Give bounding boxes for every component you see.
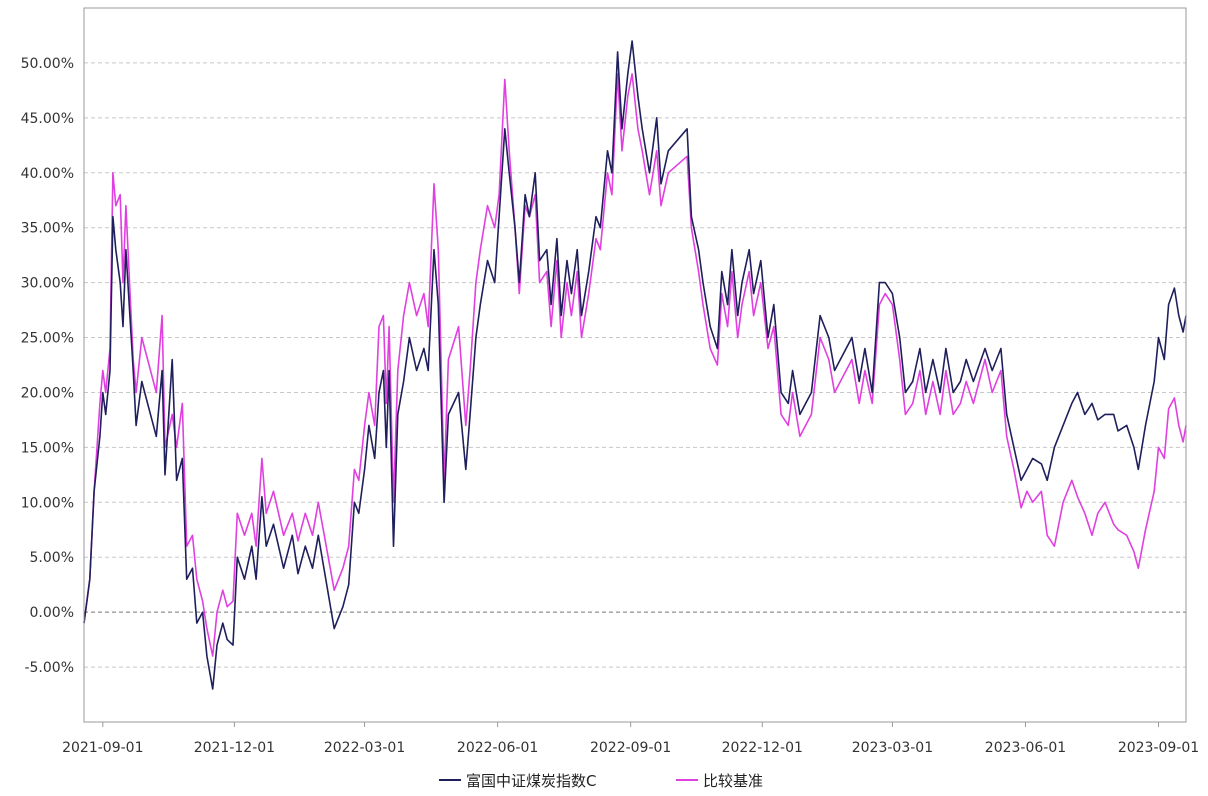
x-tick-label: 2022-12-01 — [722, 740, 803, 756]
plot-area-frame — [83, 7, 1187, 723]
y-tick-label: 5.00% — [30, 550, 74, 566]
x-tick-label: 2022-09-01 — [590, 740, 671, 756]
y-tick-label: 30.00% — [21, 276, 74, 292]
y-tick-label: 15.00% — [21, 440, 74, 456]
series-line-benchmark — [83, 73, 1187, 657]
legend-label-benchmark: 比较基准 — [703, 772, 763, 790]
y-tick-label: 50.00% — [21, 56, 74, 72]
x-axis-tick-labels: 2021-09-01 2021-12-01 2022-03-01 2022-06-01… — [62, 722, 1199, 756]
x-tick-label: 2022-03-01 — [324, 740, 405, 756]
legend: 富国中证煤炭指数C 比较基准 — [439, 772, 763, 790]
y-tick-label: 35.00% — [21, 221, 74, 237]
x-tick-label: 2022-06-01 — [457, 740, 538, 756]
y-tick-label: 40.00% — [21, 166, 74, 182]
y-tick-label: -5.00% — [24, 660, 74, 676]
x-tick-label: 2023-06-01 — [985, 740, 1066, 756]
y-tick-label: 45.00% — [21, 111, 74, 127]
y-axis-tick-labels: -5.00% 0.00% 5.00% 10.00% 15.00% 20.00% 25.00%… — [21, 56, 74, 676]
grid-lines — [84, 62, 1186, 668]
y-tick-label: 0.00% — [30, 605, 74, 621]
y-tick-label: 25.00% — [21, 331, 74, 347]
legend-label-fund: 富国中证煤炭指数C — [466, 772, 596, 790]
x-tick-label: 2021-09-01 — [62, 740, 143, 756]
y-tick-label: 20.00% — [21, 385, 74, 401]
x-tick-label: 2023-03-01 — [852, 740, 933, 756]
y-tick-label: 10.00% — [21, 495, 74, 511]
x-tick-label: 2023-09-01 — [1118, 740, 1199, 756]
x-tick-label: 2021-12-01 — [194, 740, 275, 756]
series-line-fund — [83, 40, 1187, 690]
series-lines — [83, 40, 1187, 690]
